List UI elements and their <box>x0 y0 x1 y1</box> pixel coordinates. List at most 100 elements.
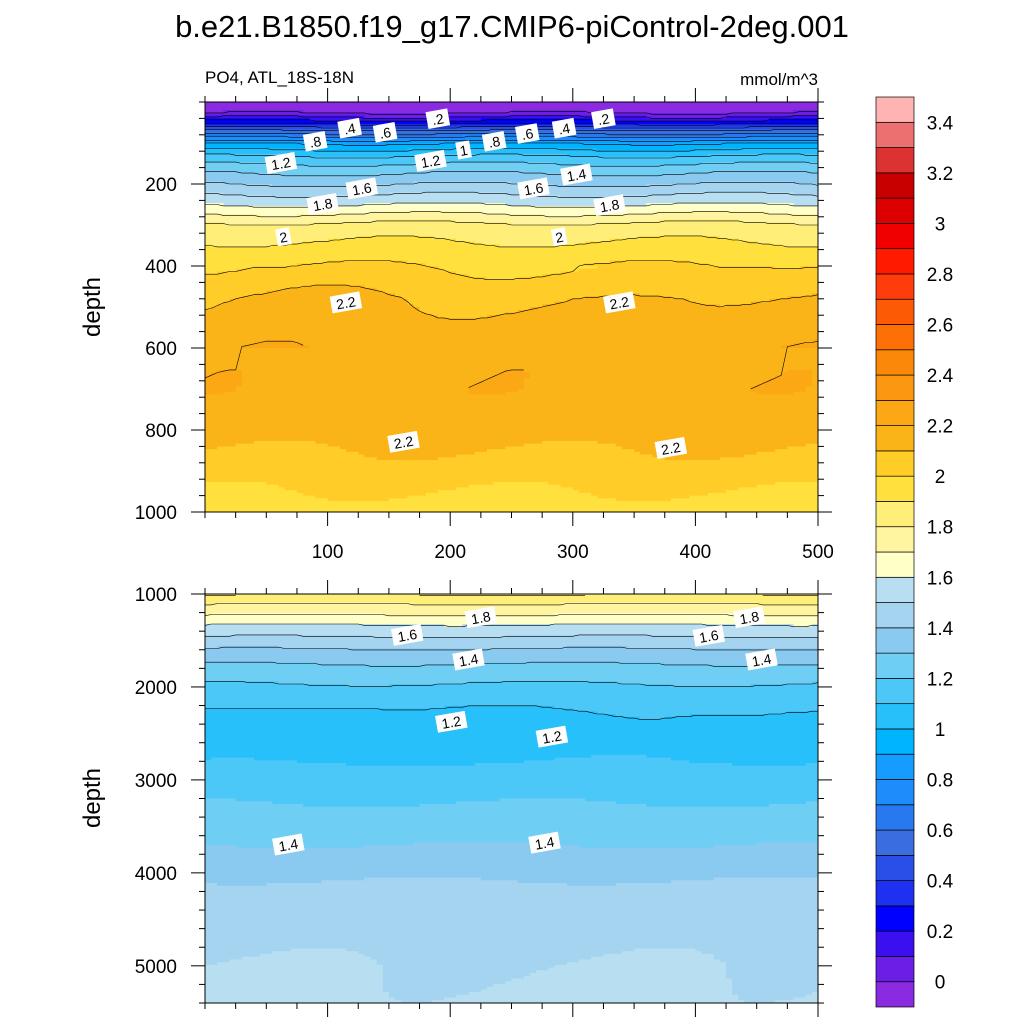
upper-fill-cell <box>205 252 818 256</box>
upper-fill-cell <box>205 307 212 311</box>
colorbar-box <box>875 526 915 553</box>
upper-contour-label-bg <box>372 122 398 143</box>
lower-fill-cell <box>205 798 237 802</box>
upper-y-tick-label: 1000 <box>135 503 177 524</box>
colorbar-box <box>875 779 915 806</box>
upper-fill-cell <box>205 462 818 467</box>
upper-fill-cell <box>670 143 818 147</box>
upper-contour-label-bg <box>329 291 363 314</box>
upper-fill-cell <box>768 298 818 303</box>
lower-y-tick-label: 1000 <box>135 585 177 606</box>
upper-fill-cell <box>376 287 818 292</box>
upper-contour-label-text: .2 <box>596 110 610 128</box>
upper-fill-cell <box>578 268 818 273</box>
colorbar-tick-label: 2.2 <box>927 417 953 438</box>
upper-fill-cell <box>205 424 818 428</box>
upper-fill-cell <box>284 487 457 491</box>
upper-contour-line <box>205 133 818 136</box>
upper-fill-cell <box>205 115 365 119</box>
lower-fill-cell <box>205 681 280 685</box>
upper-contour-label-text: 2.2 <box>660 439 682 458</box>
colorbar-box <box>875 678 915 705</box>
lower-fill-cell <box>205 659 818 663</box>
lower-fill-cell <box>217 962 378 966</box>
upper-fill-cell <box>486 378 525 382</box>
upper-contour-label: 2 <box>275 227 292 247</box>
upper-fill-cell <box>205 427 818 431</box>
upper-contour-line <box>205 115 818 119</box>
upper-contour-label-bg <box>306 193 339 215</box>
upper-fill-cell <box>677 192 795 196</box>
upper-fill-cell <box>805 386 818 390</box>
upper-fill-cell <box>560 194 617 199</box>
lower-fill-cell <box>713 956 818 960</box>
lower-panel: 1.8 1.8 1.6 1.6 1.4 1.4 1.2 1.2 1.4 1.4 1000 2000 3… <box>79 580 832 1017</box>
lower-fill-cell <box>205 713 617 718</box>
upper-fill-cell <box>474 383 525 387</box>
lower-fill-cell <box>388 994 457 999</box>
lower-fill <box>205 594 818 1003</box>
lower-contour-label: 1.4 <box>272 833 305 856</box>
upper-fill-cell <box>205 408 818 412</box>
upper-fill-cell <box>205 293 255 297</box>
lower-fill-cell <box>572 708 818 712</box>
upper-fill-cell <box>205 503 818 508</box>
lower-y-axis-label: depth <box>79 768 106 828</box>
upper-fill-cell <box>205 394 818 398</box>
upper-fill-cell <box>223 391 470 396</box>
upper-fill-cell <box>327 498 390 502</box>
lower-fill-cell <box>205 956 243 960</box>
upper-fill-cell <box>205 271 218 275</box>
lower-fill-cell <box>205 752 818 756</box>
upper-fill-cell <box>762 380 813 385</box>
upper-contour-label-text: 1.2 <box>420 152 442 171</box>
upper-fill-cell <box>205 276 488 281</box>
upper-contour-line <box>205 211 818 218</box>
upper-contour-label-bg <box>591 108 616 129</box>
upper-contour-line <box>205 129 818 131</box>
upper-fill-cell <box>205 317 818 322</box>
lower-fill-cell <box>205 651 818 655</box>
upper-fill-cell <box>542 274 818 278</box>
upper-fill-cell <box>401 296 586 300</box>
lower-fill-cell <box>205 719 818 723</box>
lower-contour-line <box>205 614 818 617</box>
upper-fill-cell <box>205 298 231 303</box>
lower-fill-cell <box>205 904 818 909</box>
upper-fill-cell <box>793 203 818 207</box>
lower-contour-label-bg <box>272 833 305 856</box>
upper-fill-cell <box>205 184 274 188</box>
lower-fill-cell <box>805 801 818 805</box>
lower-fill-cell <box>646 754 818 759</box>
colorbar-tick-label: 2.8 <box>927 265 953 286</box>
lower-contour-label: 1.4 <box>745 648 778 671</box>
upper-fill-cell <box>205 312 427 316</box>
lower-fill-cell <box>726 967 818 971</box>
lower-fill-cell <box>444 997 739 1001</box>
colorbar-tick-label: 3.4 <box>927 113 954 134</box>
lower-fill-cell <box>205 962 218 966</box>
upper-fill-cell <box>597 222 795 226</box>
lower-fill-cell <box>701 951 818 955</box>
lower-fill-cell <box>670 880 818 884</box>
colorbar: 0 0.2 0.4 0.6 0.8 1 1.2 1.4 1.6 1.8 2 2.2 2.4 2.6 2.8 3… <box>875 96 954 1008</box>
upper-fill-cell <box>597 148 696 152</box>
upper-fill-cell <box>750 389 807 393</box>
lower-fill-cell <box>205 806 818 811</box>
upper-y-tick-label: 800 <box>145 421 177 442</box>
lower-fill-cell <box>205 828 818 832</box>
upper-contour-label-text: 1.6 <box>523 179 545 198</box>
lower-fill-cell <box>205 733 818 737</box>
lower-fill-cell <box>382 989 482 993</box>
upper-fill-cell <box>205 345 243 349</box>
upper-y-tick-label: 600 <box>145 339 177 360</box>
lower-fill-cell <box>278 681 470 685</box>
lower-fill-cell <box>205 945 818 950</box>
upper-fill-cell <box>811 383 818 387</box>
lower-fill-cell <box>713 877 818 881</box>
upper-fill-cell <box>223 181 415 185</box>
lower-fill-cell <box>726 973 818 977</box>
lower-fill-cell <box>689 760 818 764</box>
upper-fill-cell <box>707 492 818 497</box>
lower-fill-cell <box>205 673 818 677</box>
